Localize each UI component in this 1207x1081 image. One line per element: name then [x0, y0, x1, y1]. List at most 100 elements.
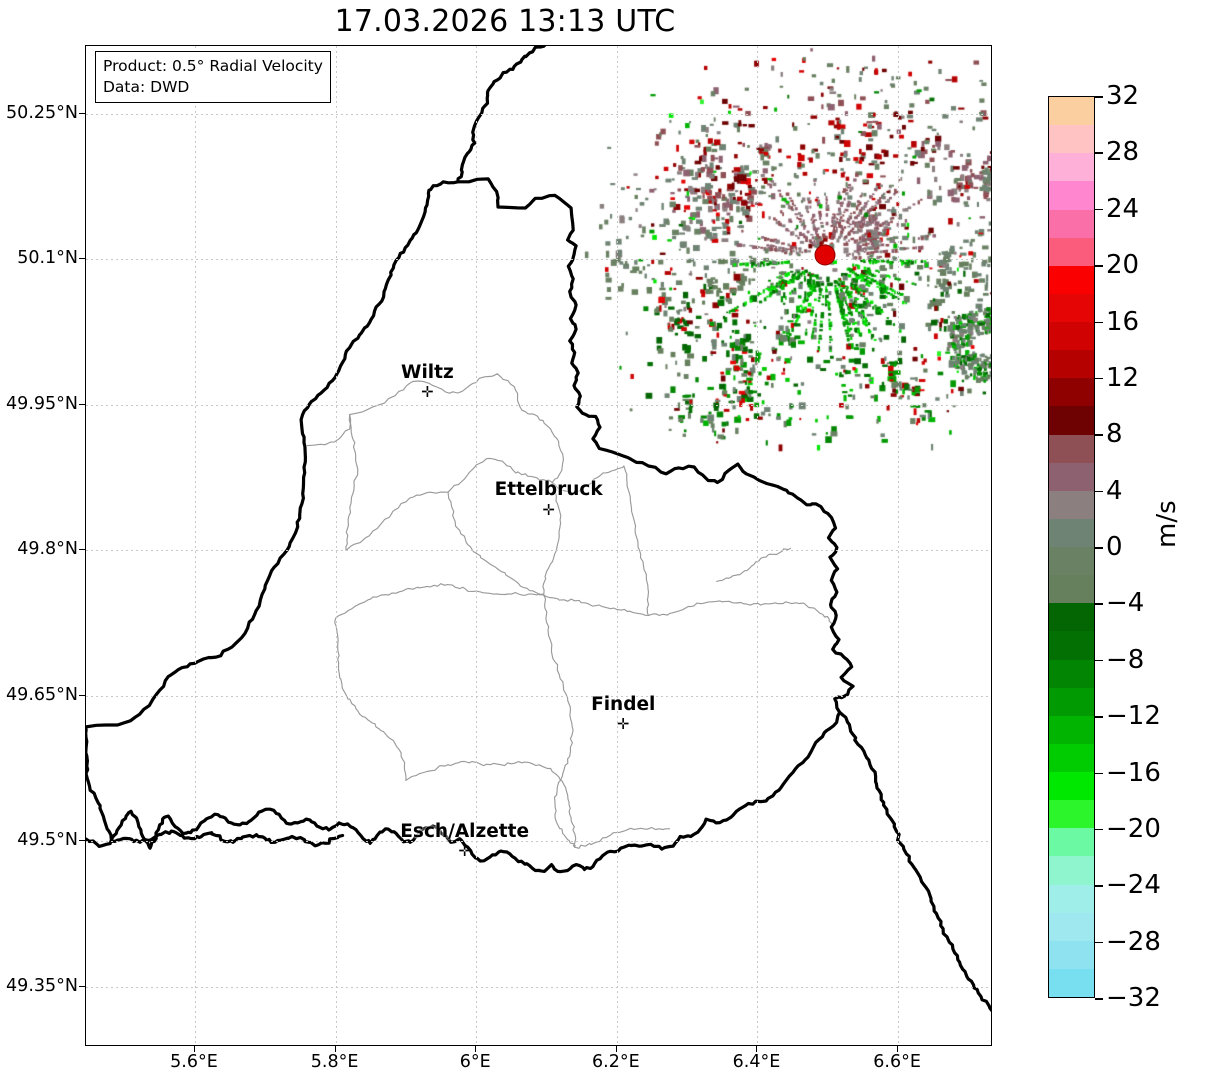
gridline-vertical — [194, 46, 196, 1045]
colorbar-tick-mark — [1095, 659, 1103, 662]
y-axis-tick-label: 50.25°N — [6, 102, 78, 123]
colorbar-unit-label: m/s — [1152, 500, 1182, 548]
colorbar-segment — [1049, 687, 1094, 716]
colorbar-tick-label: −4 — [1106, 588, 1145, 619]
colorbar-segment — [1049, 743, 1094, 772]
city-label-ettelbruck: Ettelbruck ✛ — [495, 481, 603, 518]
colorbar-tick-label: 0 — [1106, 532, 1123, 562]
x-axis-tick-mark — [193, 1046, 195, 1052]
gridline-horizontal — [86, 695, 991, 697]
colorbar-segment — [1049, 153, 1094, 182]
colorbar-segment — [1049, 575, 1094, 604]
x-axis-tick-mark — [756, 1046, 758, 1052]
colorbar-tick-label: 32 — [1106, 81, 1140, 111]
gridline-horizontal — [86, 259, 991, 261]
gridline-vertical — [616, 46, 618, 1045]
x-axis-tick-mark — [897, 1046, 899, 1052]
colorbar-tick-label: −8 — [1106, 644, 1145, 675]
colorbar-tick-label: 24 — [1106, 193, 1140, 224]
colorbar-segment — [1049, 828, 1094, 857]
map-canvas — [86, 46, 991, 1045]
colorbar-segment — [1049, 912, 1094, 941]
y-axis-tick-mark — [79, 840, 85, 842]
colorbar-tick-label: −12 — [1106, 701, 1161, 732]
colorbar-tick-label: −20 — [1106, 813, 1161, 844]
colorbar-segment — [1049, 181, 1094, 210]
radar-echo-layer — [86, 46, 991, 1045]
colorbar-segment — [1049, 322, 1094, 351]
y-axis-tick-label: 49.65°N — [6, 684, 78, 705]
colorbar-tick-mark — [1095, 885, 1103, 887]
y-axis-tick-label: 49.95°N — [6, 393, 78, 414]
product-line: Product: 0.5° Radial Velocity — [103, 57, 323, 75]
colorbar-segment — [1049, 237, 1094, 266]
gridline-horizontal — [86, 113, 991, 115]
colorbar-tick-label: 28 — [1106, 137, 1140, 168]
colorbar-tick-mark — [1095, 321, 1103, 324]
colorbar-segment — [1049, 265, 1094, 294]
colorbar-segment — [1049, 350, 1094, 379]
colorbar-tick-label: 4 — [1106, 475, 1123, 506]
city-label-wiltz: Wiltz ✛ — [401, 361, 454, 401]
colorbar-segment — [1049, 631, 1094, 660]
page-title: 17.03.2026 13:13 UTC — [334, 4, 676, 39]
colorbar-segment — [1049, 603, 1094, 632]
colorbar-tick-mark — [1095, 490, 1103, 493]
city-name: Findel — [591, 693, 656, 715]
colorbar-tick-label: 16 — [1106, 306, 1140, 337]
colorbar-tick-mark — [1095, 547, 1103, 549]
x-axis-tick-label: 5.6°E — [170, 1052, 218, 1072]
gridline-vertical — [476, 46, 478, 1045]
city-name: Wiltz — [401, 361, 454, 383]
y-axis-tick-label: 50.1°N — [17, 248, 78, 269]
x-axis-tick-mark — [615, 1046, 617, 1052]
colorbar-tick-label: 12 — [1106, 362, 1140, 393]
colorbar-segment — [1049, 547, 1094, 576]
city-marker-icon: ✛ — [458, 842, 471, 861]
y-axis-tick-mark — [79, 258, 85, 260]
colorbar-segment — [1049, 434, 1094, 463]
colorbar-segment — [1049, 462, 1094, 491]
gridline-horizontal — [86, 841, 991, 843]
x-axis-tick-label: 6.2°E — [592, 1052, 640, 1072]
data-source-line: Data: DWD — [103, 77, 190, 96]
colorbar-segment — [1049, 293, 1094, 322]
gridline-vertical — [757, 46, 759, 1045]
colorbar-tick-mark — [1095, 941, 1103, 944]
y-axis-tick-label: 49.5°N — [17, 830, 78, 851]
y-axis-tick-label: 49.35°N — [6, 975, 78, 996]
colorbar-segment — [1049, 772, 1094, 801]
x-axis-tick-mark — [475, 1046, 477, 1052]
city-marker-icon: ✛ — [616, 715, 630, 734]
colorbar-tick-mark — [1095, 152, 1103, 154]
x-axis-tick-label: 6.4°E — [732, 1052, 781, 1072]
colorbar-segment — [1049, 125, 1094, 154]
gridline-horizontal — [86, 404, 991, 406]
colorbar-tick-mark — [1095, 828, 1103, 831]
colorbar-tick-mark — [1095, 96, 1103, 98]
y-axis-tick-mark — [79, 403, 85, 405]
colorbar-tick-mark — [1095, 208, 1103, 211]
colorbar-segment — [1049, 97, 1094, 126]
colorbar-tick-mark — [1095, 434, 1103, 436]
colorbar-tick-label: 20 — [1106, 250, 1140, 281]
colorbar-tick-mark — [1095, 998, 1103, 1000]
colorbar-tick-label: 8 — [1106, 419, 1123, 450]
colorbar-segment — [1049, 800, 1094, 829]
radar-site-marker[interactable] — [814, 244, 836, 266]
colorbar-tick-label: −28 — [1106, 926, 1161, 957]
colorbar-segment — [1049, 968, 1094, 997]
colorbar-tick-label: −16 — [1106, 757, 1161, 788]
y-axis-tick-mark — [79, 549, 85, 551]
colorbar-segment — [1049, 940, 1094, 969]
x-axis-tick-label: 6.6°E — [873, 1052, 921, 1072]
colorbar-tick-mark — [1095, 716, 1103, 718]
colorbar-segment — [1049, 884, 1094, 913]
colorbar-tick-mark — [1095, 772, 1103, 775]
city-name: Esch/Alzette — [400, 820, 530, 842]
velocity-colorbar[interactable] — [1048, 96, 1095, 998]
y-axis-tick-mark — [79, 112, 85, 114]
y-axis-tick-mark — [79, 694, 85, 696]
map-plot-area[interactable] — [85, 45, 992, 1046]
